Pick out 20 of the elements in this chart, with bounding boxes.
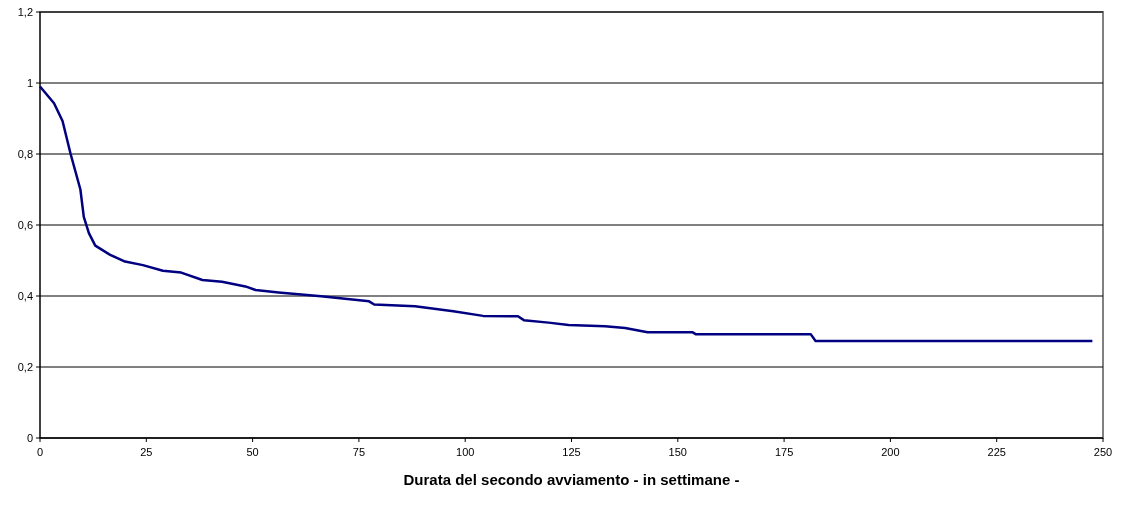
x-axis-title: Durata del secondo avviamento - in settimane - [403,471,740,488]
x-tick-label: 25 [140,446,153,458]
y-tick-label: 1,2 [17,5,33,18]
x-tick-label: 175 [774,446,794,458]
y-tick-label: 0 [26,431,33,444]
x-tick-label: 150 [668,446,687,458]
x-tick-label: 125 [562,446,581,458]
y-tick-label: 0,4 [17,289,33,302]
x-tick-label: 75 [352,446,366,458]
y-tick-label: 0,2 [17,360,33,373]
y-tick-label: 0,6 [17,218,33,231]
x-tick-label: 250 [1093,446,1113,458]
x-tick-label: 100 [456,446,475,458]
x-tick-label: 200 [881,446,900,458]
y-tick-label: 1 [26,76,33,89]
line-series [38,85,1094,343]
x-tick-label: 50 [246,446,259,458]
y-tick-label: 0,8 [17,147,33,160]
x-tick-label: 225 [987,446,1006,458]
x-tick-label: 0 [36,446,44,458]
